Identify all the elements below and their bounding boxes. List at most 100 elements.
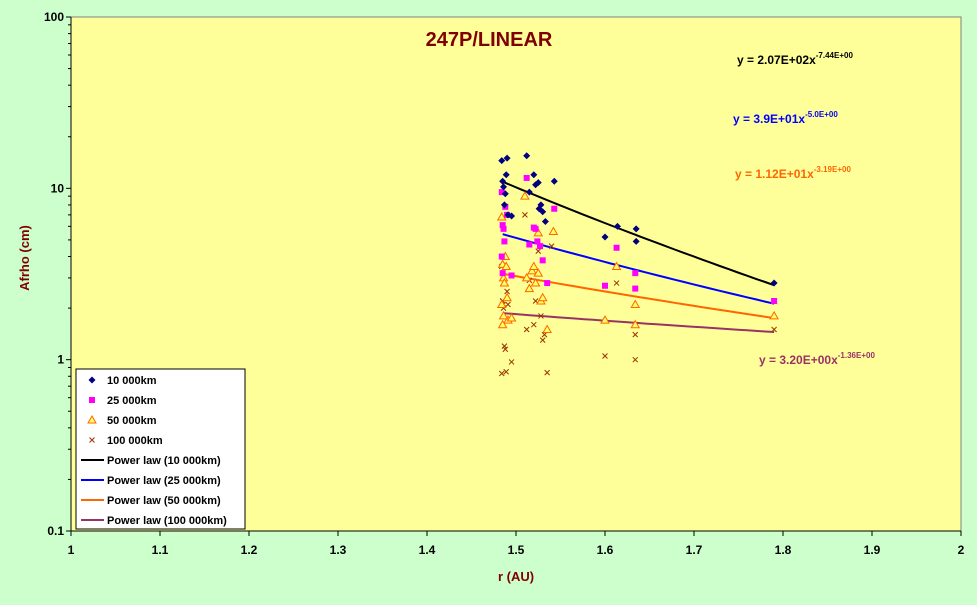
- data-point-x: [544, 369, 551, 376]
- data-point-triangle: [499, 278, 510, 287]
- data-point-diamond: [503, 154, 511, 162]
- data-point-diamond: [525, 188, 533, 196]
- data-point-x: [548, 243, 555, 249]
- data-point-x: [613, 280, 620, 286]
- data-point-diamond: [498, 157, 506, 165]
- data-point-triangle: [497, 319, 508, 329]
- data-point-x: [502, 346, 509, 353]
- data-point-diamond: [501, 190, 509, 198]
- data-point-square: [551, 205, 558, 212]
- y-axis-title: Afrho (cm): [17, 225, 32, 291]
- data-point-diamond: [534, 179, 542, 187]
- data-point-x: [771, 326, 777, 333]
- data-point-square: [602, 282, 608, 289]
- data-point-diamond: [500, 201, 508, 209]
- legend-label-10000km: 10 000km: [107, 375, 157, 387]
- data-point-triangle: [530, 278, 541, 287]
- x-tick-label: 1.9: [864, 543, 881, 557]
- data-point-square: [500, 225, 507, 232]
- data-point-square: [498, 189, 505, 196]
- x-tick-label: 1.7: [686, 543, 703, 557]
- data-point-diamond: [541, 218, 549, 226]
- legend-swatch-square: [89, 397, 95, 403]
- legend-label-100000km: 100 000km: [107, 435, 163, 447]
- data-point-diamond: [550, 177, 558, 185]
- data-point-diamond: [499, 177, 507, 185]
- data-point-square: [501, 238, 508, 245]
- data-point-diamond: [632, 225, 640, 233]
- fit-line-0: [502, 180, 775, 287]
- data-point-square: [526, 241, 533, 248]
- data-point-diamond: [537, 201, 545, 209]
- data-point-triangle: [600, 315, 610, 324]
- data-point-triangle: [528, 261, 539, 270]
- data-points: [496, 152, 779, 377]
- data-point-x: [530, 321, 537, 328]
- data-point-triangle: [537, 292, 548, 302]
- legend-swatches: [81, 376, 104, 521]
- fit-line-1: [502, 233, 775, 305]
- data-point-diamond: [508, 212, 516, 220]
- x-tick-label: 2: [958, 543, 965, 557]
- legend: 10 000km 25 000km 50 000km 100 000km Pow…: [75, 368, 246, 530]
- data-point-x: [505, 301, 511, 308]
- equation-50000km: y = 1.12E+01x-3.19E+00: [735, 165, 851, 181]
- data-point-square: [499, 222, 506, 229]
- data-point-diamond: [632, 237, 640, 245]
- data-point-diamond: [539, 208, 547, 216]
- data-point-square: [498, 253, 505, 260]
- x-tick-label: 1.4: [419, 543, 436, 557]
- data-point-x: [504, 288, 510, 295]
- data-point-triangle: [520, 191, 530, 200]
- data-point-square: [508, 272, 515, 279]
- data-point-triangle: [611, 261, 622, 270]
- data-point-triangle: [502, 292, 512, 302]
- data-point-triangle: [533, 227, 544, 237]
- data-point-square: [534, 238, 541, 245]
- data-point-x: [538, 313, 544, 319]
- legend-label-50000km: 50 000km: [107, 415, 157, 427]
- data-point-x: [535, 248, 542, 254]
- data-point-diamond: [770, 279, 778, 287]
- legend-swatch-x: [89, 437, 95, 443]
- legend-box: [75, 368, 246, 530]
- data-point-x: [503, 368, 510, 375]
- x-tick-label: 1.6: [597, 543, 614, 557]
- data-point-triangle: [496, 299, 507, 308]
- axis-ticks: 1 1.1 1.2 1.3 1.4 1.5 1.6 1.7 1.8 1.9 2 0.1 1 10 100: [44, 10, 965, 557]
- data-point-x: [522, 212, 528, 218]
- y-tick-label: 1: [57, 353, 64, 367]
- data-point-square: [499, 270, 506, 277]
- data-point-square: [771, 297, 778, 304]
- equation-10000km: y = 2.07E+02x-7.44E+00: [737, 51, 853, 67]
- data-point-diamond: [523, 152, 531, 160]
- data-point-x: [602, 353, 608, 359]
- x-tick-label: 1: [68, 543, 75, 557]
- fit-line-3: [502, 312, 775, 333]
- legend-label-fit-10000km: Power law (10 000km): [107, 455, 221, 467]
- data-point-triangle: [533, 268, 544, 277]
- data-point-x: [632, 356, 639, 363]
- data-point-square: [539, 257, 546, 264]
- data-point-x: [508, 359, 515, 365]
- data-point-square: [537, 243, 544, 250]
- y-tick-label: 100: [44, 10, 64, 24]
- data-point-triangle: [630, 319, 641, 329]
- data-point-diamond: [502, 171, 510, 179]
- legend-swatch-triangle: [87, 414, 97, 424]
- data-point-triangle: [542, 324, 553, 333]
- equation-100000km: y = 3.20E+00x-1.36E+00: [759, 351, 875, 367]
- data-point-triangle: [498, 310, 509, 320]
- x-axis-title: r (AU): [498, 569, 534, 584]
- legend-label-fit-100000km: Power law (100 000km): [107, 515, 227, 527]
- data-point-diamond: [601, 233, 609, 241]
- data-point-diamond: [530, 171, 538, 179]
- data-point-square: [632, 270, 639, 277]
- x-tick-label: 1.8: [775, 543, 792, 557]
- data-point-triangle: [527, 265, 537, 275]
- data-point-triangle: [524, 283, 535, 293]
- data-point-triangle: [548, 226, 559, 235]
- data-point-triangle: [501, 261, 512, 270]
- data-point-square: [523, 174, 530, 181]
